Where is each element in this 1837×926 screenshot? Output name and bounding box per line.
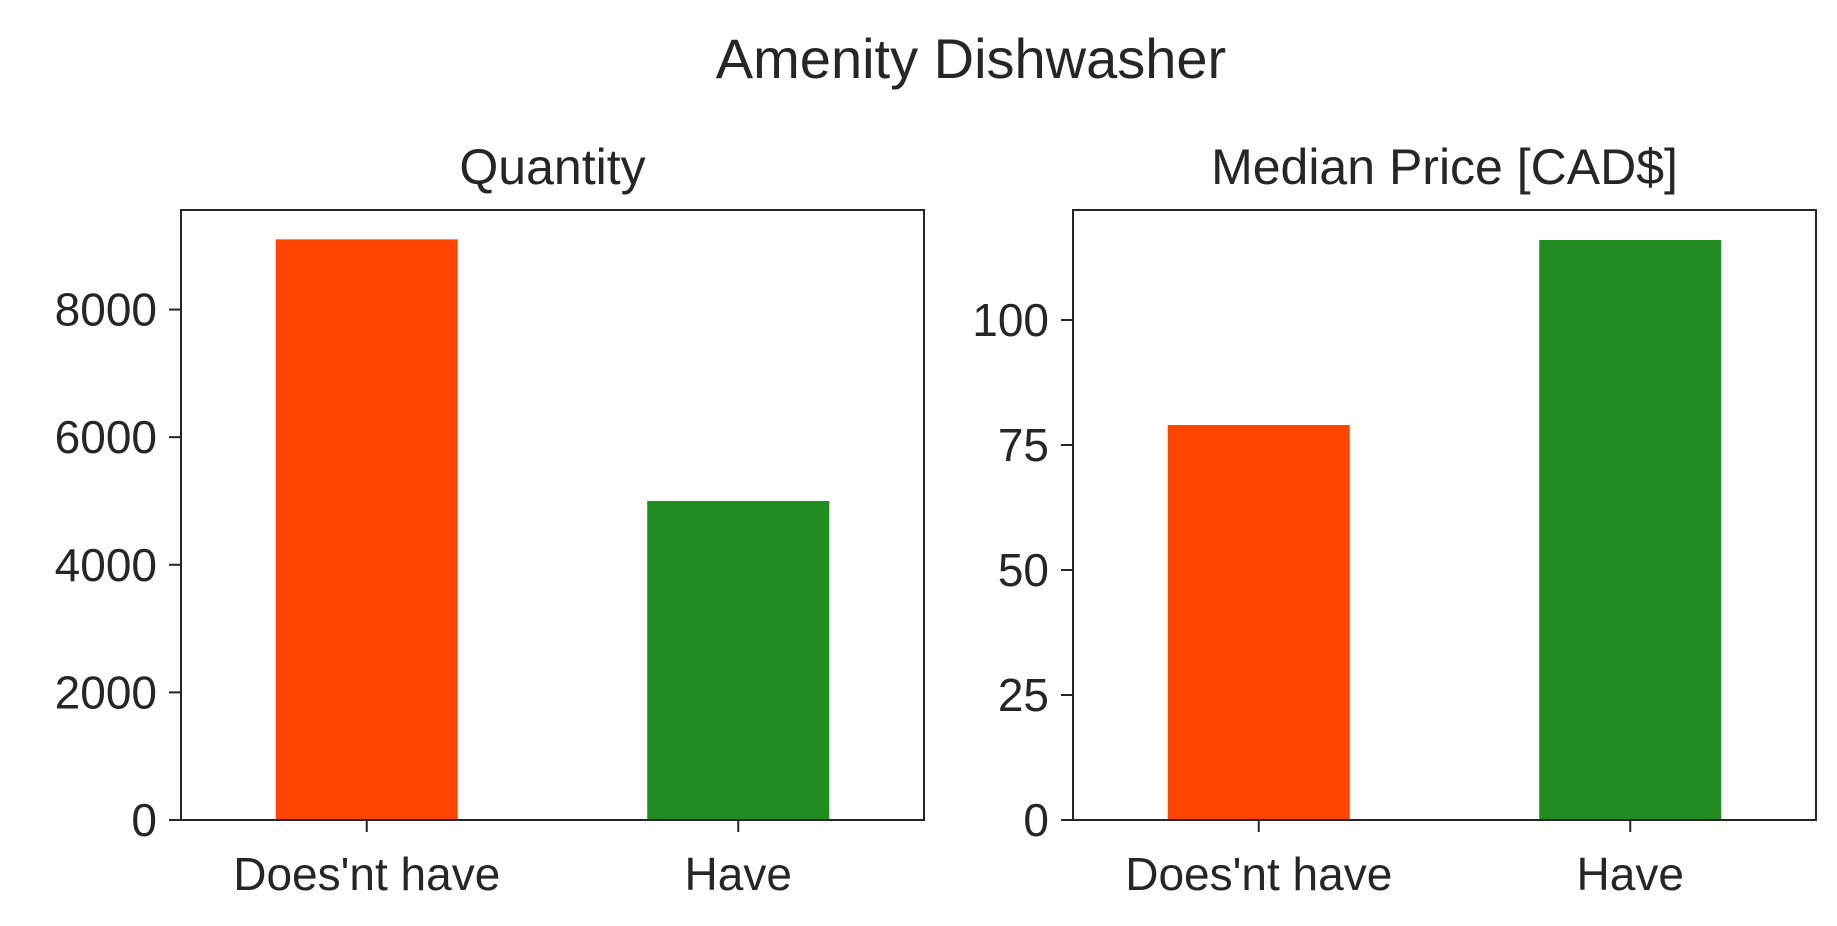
bar-doesnt-have [1167, 425, 1350, 820]
subplot-title: Quantity [459, 139, 645, 195]
y-tick-label: 2000 [55, 666, 157, 718]
y-tick-label: 4000 [55, 539, 157, 591]
x-tick-label: Have [1577, 848, 1684, 900]
y-tick-label: 100 [972, 294, 1049, 346]
y-tick-label: 8000 [55, 284, 157, 336]
y-tick-label: 0 [131, 794, 157, 846]
chart-title: Amenity Dishwasher [716, 27, 1226, 90]
bar-have [1539, 240, 1722, 820]
subplot-title: Median Price [CAD$] [1211, 139, 1678, 195]
axes-frame [1072, 209, 1817, 821]
bar-doesnt-have [275, 239, 458, 821]
x-tick-label: Have [685, 848, 792, 900]
y-tick-label: 75 [998, 419, 1049, 471]
bar-have [647, 500, 830, 820]
axes-frame [180, 209, 925, 821]
x-tick-label: Does'nt have [233, 848, 500, 900]
y-tick-label: 0 [1023, 794, 1049, 846]
y-tick-label: 25 [998, 669, 1049, 721]
subplot-quantity: Quantity Does'nt have Have 0 2000 4000 6000 800… [55, 139, 925, 900]
subplot-median-price: Median Price [CAD$] Does'nt have Have 0 25 50… [972, 139, 1817, 900]
y-tick-label: 50 [998, 544, 1049, 596]
y-tick-label: 6000 [55, 411, 157, 463]
x-tick-label: Does'nt have [1125, 848, 1392, 900]
